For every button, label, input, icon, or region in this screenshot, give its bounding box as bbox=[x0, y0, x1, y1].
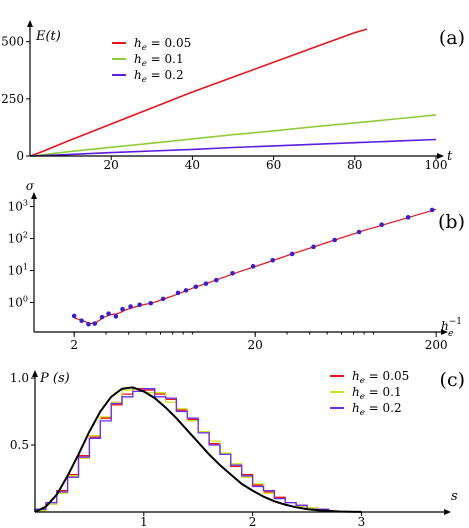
y-tick-label: 102 bbox=[8, 231, 28, 246]
data-point bbox=[148, 300, 154, 306]
data-point bbox=[289, 251, 295, 257]
x-tick-label: 100 bbox=[425, 158, 448, 172]
series-line-2 bbox=[29, 114, 437, 157]
series-line-3 bbox=[29, 138, 437, 157]
x-tick-label: 2 bbox=[70, 338, 78, 352]
legend-label: he = 0.1 bbox=[134, 52, 184, 69]
data-point bbox=[99, 314, 105, 320]
histogram-series-1 bbox=[34, 388, 330, 512]
data-point bbox=[270, 257, 276, 263]
y-axis-label: P (s) bbox=[39, 371, 70, 386]
data-point bbox=[379, 222, 384, 228]
x-tick-label: 60 bbox=[266, 158, 281, 172]
panel-b: 2 20 200 100 101 102 103 σ h−1 e (b) bbox=[8, 179, 465, 352]
x-tick-label: 200 bbox=[425, 338, 448, 352]
y-axis-arrow bbox=[27, 20, 33, 27]
y-tick-label: 0 bbox=[16, 149, 24, 163]
data-point bbox=[429, 207, 435, 213]
panel-label: (c) bbox=[440, 369, 465, 391]
histogram-series-3 bbox=[34, 388, 330, 512]
y-tick-label: 103 bbox=[8, 199, 28, 214]
y-tick-label: 1.0 bbox=[10, 371, 29, 385]
series-line-1 bbox=[29, 28, 368, 157]
data-point bbox=[160, 296, 166, 302]
data-point bbox=[120, 306, 125, 312]
panel-label: (b) bbox=[438, 211, 465, 233]
data-point bbox=[175, 290, 181, 296]
x-axis-arrow bbox=[441, 329, 448, 335]
data-point bbox=[128, 304, 133, 309]
x-tick-label: 20 bbox=[104, 158, 119, 172]
data-point bbox=[405, 215, 411, 220]
x-tick-label: 3 bbox=[358, 515, 366, 528]
data-point bbox=[92, 321, 98, 326]
data-point bbox=[79, 318, 84, 324]
x-tick-label: 80 bbox=[347, 158, 362, 172]
x-tick-label: 2 bbox=[249, 515, 257, 528]
y-tick-label: 100 bbox=[8, 295, 28, 310]
data-point bbox=[113, 314, 119, 319]
data-point bbox=[203, 281, 209, 286]
data-point bbox=[214, 277, 219, 283]
data-point bbox=[137, 302, 142, 308]
data-point bbox=[230, 270, 235, 276]
x-axis-label: t bbox=[447, 149, 453, 164]
y-tick-label: 101 bbox=[8, 263, 28, 278]
y-tick-label: 0.5 bbox=[10, 438, 29, 452]
y-axis-label: σ bbox=[26, 179, 35, 193]
x-axis-arrow bbox=[444, 509, 451, 515]
legend-label: he = 0.05 bbox=[134, 36, 191, 53]
x-axis-label: s bbox=[451, 489, 458, 504]
data-point bbox=[106, 311, 111, 316]
data-point bbox=[193, 284, 199, 290]
x-axis-arrow bbox=[437, 153, 444, 159]
y-tick-label: 500 bbox=[1, 35, 24, 49]
legend-label: he = 0.1 bbox=[352, 385, 402, 402]
y-axis-arrow bbox=[31, 192, 37, 199]
x-tick-label: 20 bbox=[248, 338, 263, 352]
y-axis-label: E(t) bbox=[35, 29, 61, 44]
data-point bbox=[86, 321, 91, 327]
data-point bbox=[250, 264, 256, 269]
panel-label: (a) bbox=[439, 27, 465, 49]
data-point bbox=[183, 288, 189, 293]
y-axis-arrow bbox=[32, 370, 38, 377]
data-point bbox=[356, 229, 362, 235]
legend-label: he = 0.05 bbox=[352, 369, 409, 386]
legend-label: he = 0.2 bbox=[134, 68, 184, 85]
x-tick-label: 1 bbox=[140, 515, 148, 528]
data-point bbox=[311, 244, 316, 250]
x-tick-label: 40 bbox=[185, 158, 200, 172]
data-point bbox=[71, 313, 77, 319]
fit-curve bbox=[34, 386, 362, 513]
data-point bbox=[332, 237, 337, 243]
legend-label: he = 0.2 bbox=[352, 401, 402, 418]
y-tick-label: 250 bbox=[1, 92, 24, 106]
x-axis-label: h−1 e bbox=[441, 317, 462, 339]
